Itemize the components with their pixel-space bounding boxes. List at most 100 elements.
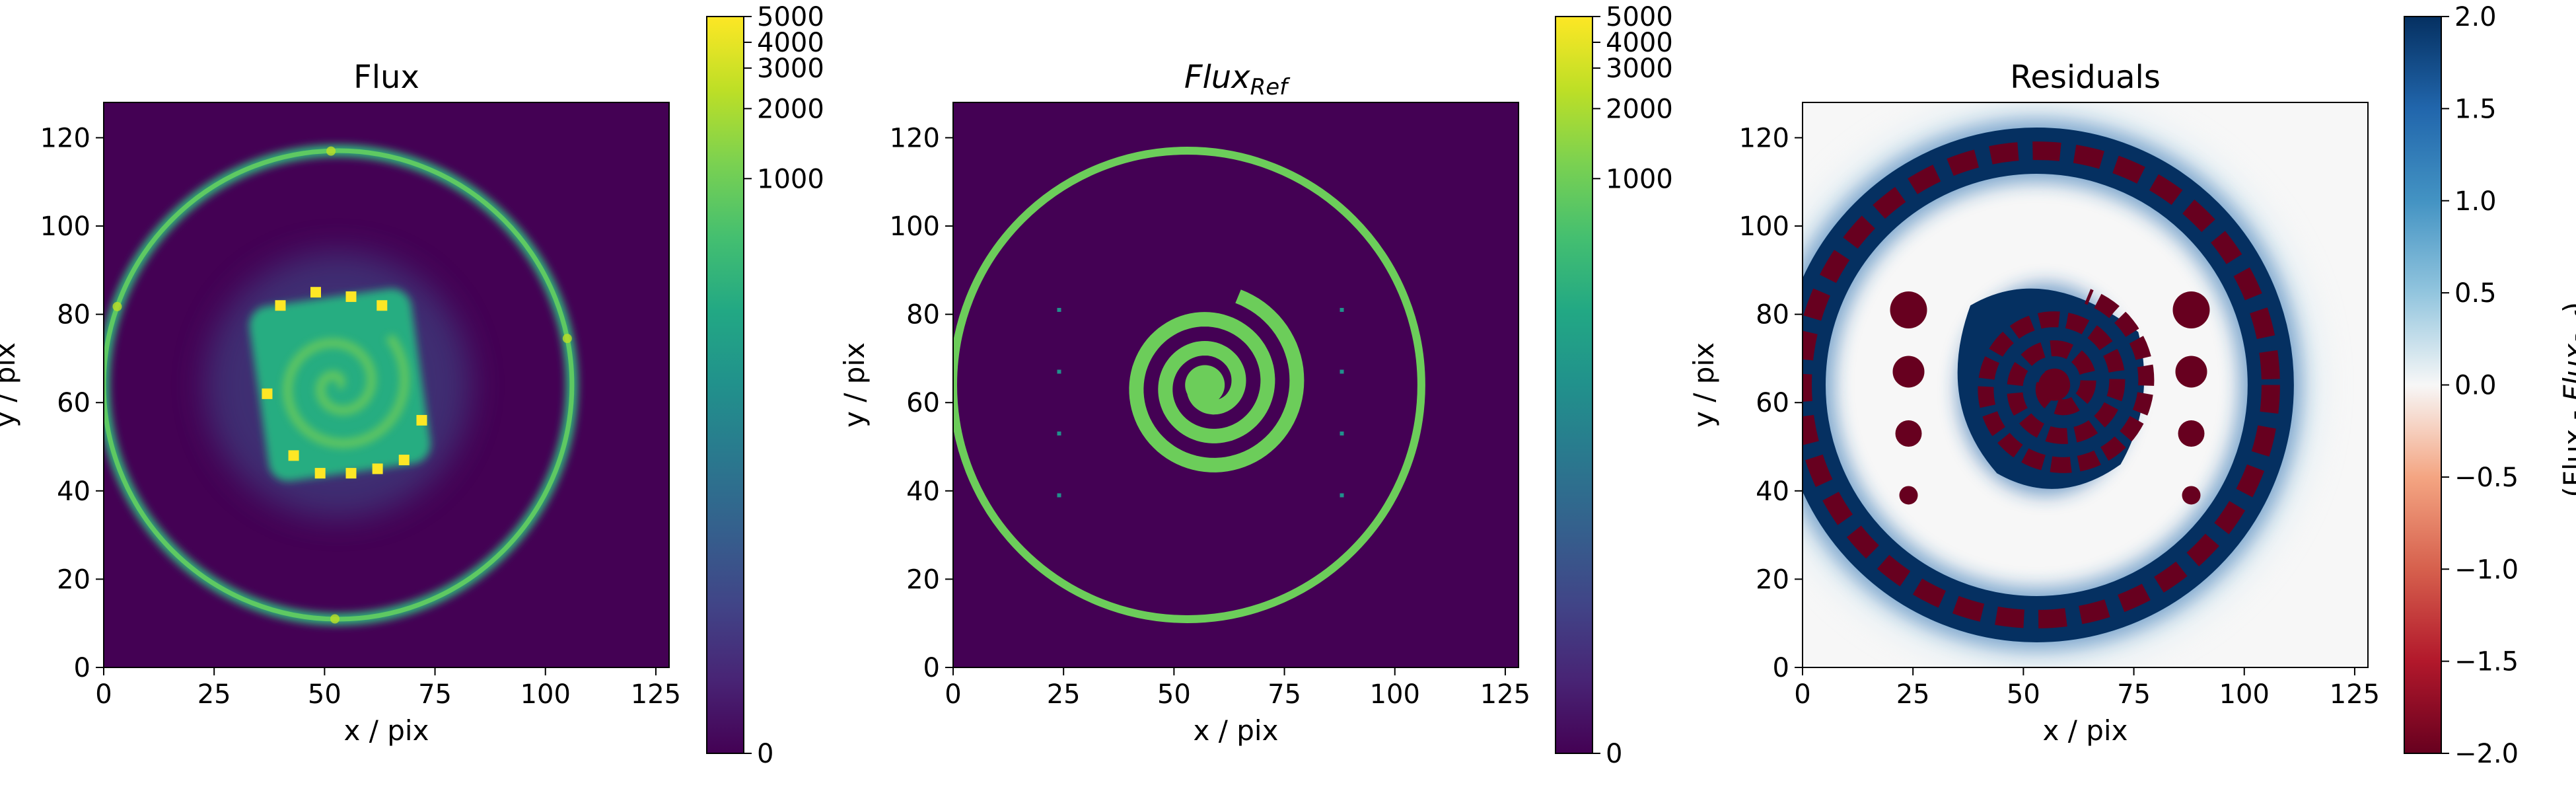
x-tick-label: 0: [1794, 679, 1810, 710]
flux-ref-y-axis-label: y / pix: [838, 342, 871, 428]
hot-spot: [310, 287, 321, 298]
colorbar-gradient: [707, 17, 744, 753]
x-tick-label: 125: [1480, 679, 1530, 710]
hot-spot: [345, 468, 357, 479]
ring-bright-spot: [330, 614, 340, 624]
flux-ref-image: [953, 102, 1519, 667]
residuals-axes: 0 25 50 75 100 125 0 20 40 60 80 100 120: [1739, 102, 2380, 710]
point-source: [1340, 307, 1344, 312]
hot-spot: [262, 388, 273, 399]
point-source-residual: [1892, 356, 1925, 388]
y-tick-label: 0: [923, 653, 940, 683]
x-tick-label: 25: [1047, 679, 1081, 710]
y-tick-label: 60: [57, 388, 90, 418]
flux-image: [104, 102, 669, 667]
x-tick-label: 50: [308, 679, 341, 710]
point-source: [1057, 307, 1061, 312]
point-source: [1340, 493, 1344, 498]
colorbar-tick-label: −0.5: [2454, 463, 2519, 493]
y-tick-label: 80: [906, 300, 940, 330]
hot-spot: [314, 468, 326, 479]
flux-title: Flux: [353, 59, 419, 96]
x-tick-label: 25: [1896, 679, 1930, 710]
flux-axes: 0 25 50 75 100 125 0 20 40 60 80 100 120: [40, 102, 681, 710]
flux-ref-panel: FluxRef 0 25 50 75 100 125 0 20 40 60 80 100 120 x /…: [838, 2, 1673, 769]
x-tick-label: 0: [95, 679, 112, 710]
y-tick-label: 40: [57, 476, 90, 507]
y-tick-label: 80: [1756, 300, 1789, 330]
colorbar-tick-label: 3000: [1606, 54, 1673, 84]
ring-red-dashes: [1803, 141, 2280, 628]
colorbar-tick-label: 1.0: [2454, 186, 2497, 217]
y-tick-label: 80: [57, 300, 90, 330]
y-tick-label: 120: [890, 123, 940, 153]
colorbar-tick-label: 4000: [1606, 28, 1673, 58]
colorbar-tick-label: 0.0: [2454, 371, 2497, 401]
ring-bright-spot: [326, 146, 336, 156]
residuals-x-axis-label: x / pix: [2043, 714, 2128, 747]
flux-y-axis-label: y / pix: [0, 342, 21, 428]
hot-spot: [416, 414, 427, 426]
colorbar-tick-label: 2.0: [2454, 2, 2497, 32]
y-tick-label: 20: [906, 564, 940, 595]
colorbar-tick-label: 1000: [1606, 164, 1673, 194]
colorbar-tick-label: 0.5: [2454, 278, 2497, 309]
x-tick-label: 75: [1268, 679, 1301, 710]
ring: [953, 147, 1425, 623]
x-tick-label: 125: [2330, 679, 2380, 710]
ring-bright-spot: [562, 334, 572, 344]
x-tick-label: 0: [945, 679, 961, 710]
hot-spot: [376, 300, 388, 311]
point-source-residual: [2178, 420, 2205, 447]
colorbar-tick-label: 5000: [757, 2, 824, 32]
colorbar-tick-label: −2.0: [2454, 739, 2519, 769]
residuals-title: Residuals: [2010, 59, 2161, 96]
colorbar-gradient: [1556, 17, 1592, 753]
y-tick-label: 60: [906, 388, 940, 418]
point-source-residual: [2182, 486, 2201, 505]
y-tick-label: 40: [906, 476, 940, 507]
x-tick-label: 100: [2219, 679, 2270, 710]
colorbar-tick-label: 2000: [757, 94, 824, 124]
y-tick-label: 60: [1756, 388, 1789, 418]
hot-spot: [345, 291, 357, 302]
y-tick-label: 0: [74, 653, 90, 683]
x-tick-label: 100: [520, 679, 571, 710]
axes-frame: [103, 102, 670, 668]
y-tick-label: 100: [1739, 211, 1789, 242]
point-source: [1057, 493, 1061, 498]
x-tick-label: 25: [197, 679, 231, 710]
residuals-colorbar-label: (Flux - FluxRef): [2558, 302, 2576, 498]
residuals-panel: Residuals 0 25 50 75 100 125 0 20 40 60 80 100 120 x…: [1688, 2, 2576, 769]
flux-x-axis-label: x / pix: [344, 714, 429, 747]
point-source-residual: [2175, 356, 2207, 388]
point-source-residual: [1899, 486, 1918, 505]
colorbar-tick-label: 1000: [757, 164, 824, 194]
x-tick-label: 50: [2007, 679, 2040, 710]
y-tick-label: 100: [40, 211, 90, 242]
residuals-y-axis-label: y / pix: [1688, 342, 1720, 428]
colorbar-tick-label: 5000: [1606, 2, 1673, 32]
point-source: [1340, 431, 1344, 435]
colorbar-gradient: [2404, 17, 2441, 753]
colorbar-frame: [706, 16, 744, 754]
colorbar-tick-label: 2000: [1606, 94, 1673, 124]
colorbar-tick-label: 4000: [757, 28, 824, 58]
axes-frame: [952, 102, 1519, 668]
spiral-core: [1185, 365, 1225, 405]
residuals-colorbar: −2.0 −1.5 −1.0 −0.5 0.0 0.5 1.0 1.5 2.0: [2404, 2, 2519, 769]
point-source: [1340, 369, 1344, 374]
ring-bright-spot: [112, 301, 122, 311]
flux-panel: Flux 0 25 50 75 100 125 0 20 40 60 80 100 120 x / pi…: [0, 2, 824, 769]
x-tick-label: 75: [418, 679, 452, 710]
flux-ref-title-sub: Ref: [1250, 74, 1291, 100]
axes-frame: [1802, 102, 2369, 668]
point-source-residual: [2172, 291, 2210, 328]
y-tick-label: 40: [1756, 476, 1789, 507]
cbar-label-prefix: (Flux -: [2558, 401, 2576, 498]
hot-spot: [288, 450, 299, 461]
flux-ref-title-main: Flux: [1184, 59, 1250, 96]
